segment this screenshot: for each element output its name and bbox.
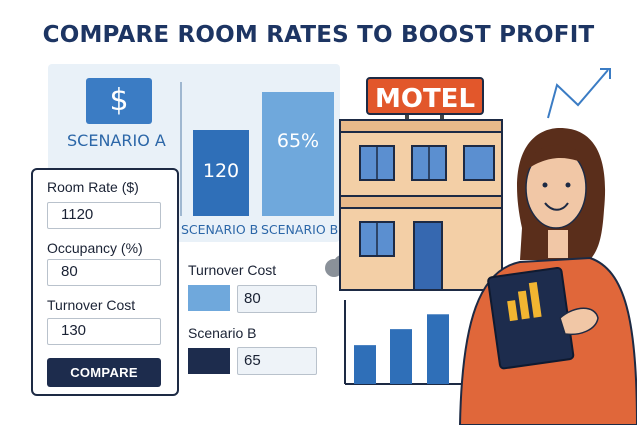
turnover-cost-input[interactable]: 130 [47,318,161,345]
legend-value-scenario-b: 65 [237,347,317,375]
scenario-bar-category-1: SCENARIO B [181,222,259,237]
legend-swatch-scenario-b [188,348,230,374]
legend-swatch-turnover [188,285,230,311]
clipboard-icon [487,266,575,370]
room-rate-input[interactable]: 1120 [47,202,161,229]
occupancy-input[interactable]: 80 [47,259,161,286]
turnover-cost-label: Turnover Cost [47,297,136,313]
trend-line-icon [547,69,609,119]
bottom-bar-2 [390,329,412,384]
bottom-bar-chart [354,314,449,384]
dollar-icon: $ [86,78,152,124]
motel-sign: MOTEL [375,84,475,114]
page-title: COMPARE ROOM RATES TO BOOST PROFIT [42,22,595,48]
bottom-bar-1 [354,345,376,384]
compare-button[interactable]: COMPARE [47,358,161,387]
legend-value-turnover: 80 [237,285,317,313]
chart-axis [180,82,182,216]
legend-label-scenario-b: Scenario B [188,325,257,341]
scenario-bar-value-1: 120 [202,160,240,182]
occupancy-label: Occupancy (%) [47,240,143,256]
scenario-bar-2 [262,92,334,216]
scenario-bar-category-2: SCENARIO B [261,222,339,237]
bottom-bar-3 [427,314,449,384]
room-rate-label: Room Rate ($) [47,179,139,195]
scenario-bar-value-2: 65% [276,130,320,152]
scenario-bar-1 [193,130,249,216]
legend-label-turnover: Turnover Cost [188,262,277,278]
scenario-a-label: SCENARIO A [67,131,166,150]
